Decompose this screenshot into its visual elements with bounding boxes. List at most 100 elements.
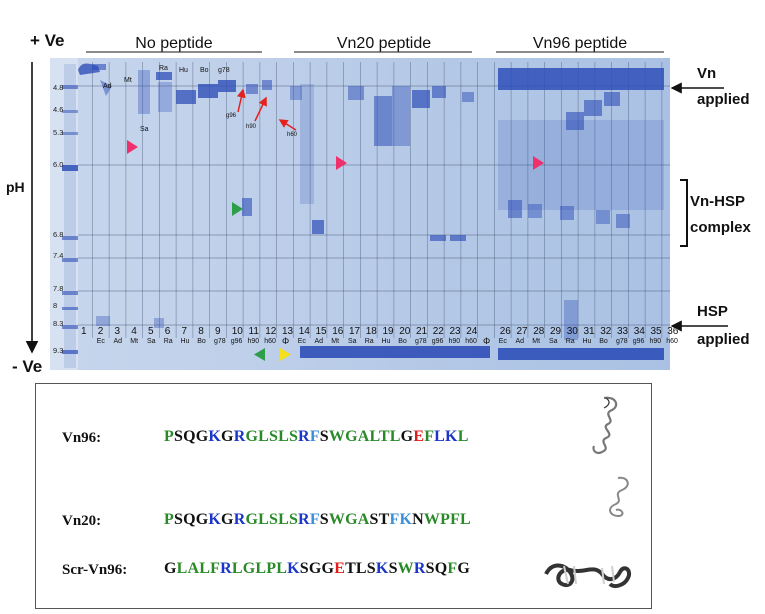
lane-number: 13: [282, 326, 294, 337]
residue-segment: G: [164, 560, 177, 577]
lane-sub-label: g78: [415, 338, 427, 345]
lane-number: 16: [332, 326, 344, 337]
lane-number: 21: [416, 326, 428, 337]
residue-segment: G: [400, 428, 414, 445]
lane-number: 32: [600, 326, 612, 337]
residue-segment: K: [208, 511, 222, 528]
top-lane-label-ad: Ad: [103, 83, 112, 90]
residue-segment: SQG: [173, 511, 209, 528]
lane-number: 8: [198, 326, 204, 337]
yellow-marker-bottom: [280, 348, 291, 361]
lane-number: 18: [366, 326, 378, 337]
sequence-panel: Vn96: PSQGKGRGLSLSRFSWGALTLGEFLKL Vn20: …: [35, 383, 652, 609]
ph-tick-label: 8: [53, 301, 57, 310]
lane-sub-label: h60: [465, 338, 477, 345]
residue-segment: G: [221, 511, 234, 528]
top-lane-label-g78: g78: [218, 67, 230, 74]
lane-sub-label: h90: [449, 338, 461, 345]
gel-grid: [78, 85, 670, 326]
residue-segment: F: [309, 511, 320, 528]
lane-number: 7: [182, 326, 188, 337]
seq-name-vn20: Vn20:: [62, 513, 102, 529]
residue-segment: G: [457, 560, 471, 577]
ph-tick-label: 9.3: [53, 346, 63, 355]
top-lane-label-ra: Ra: [159, 65, 168, 72]
lane-sub-label: Mt: [331, 338, 339, 345]
vn96-bands: [498, 68, 664, 360]
lane-number: 1: [81, 326, 87, 337]
ph-tick-label: 4.6: [53, 105, 63, 114]
residue-segment: S: [388, 560, 398, 577]
lane-number: 28: [533, 326, 545, 337]
residue-segment: LALF: [176, 560, 221, 577]
top-lane-label-sa: Sa: [140, 126, 149, 133]
residue-segment: N: [412, 511, 424, 528]
residue-segment: W: [328, 428, 346, 445]
lane-number: 15: [316, 326, 328, 337]
structure-vn20-image: [609, 476, 629, 518]
vn-applied-label-2: applied: [697, 91, 750, 108]
lane-number: 9: [215, 326, 221, 337]
lane-sub-label: g96: [432, 338, 444, 345]
residue-segment: GLSLS: [245, 511, 299, 528]
lane-sub-label: h90: [248, 338, 260, 345]
lane-sub-label: Bo: [599, 338, 608, 345]
lane-sub-label: Ad: [114, 338, 123, 345]
hsp-applied-label-2: applied: [697, 331, 750, 348]
top-lane-label-h90: h90: [246, 124, 257, 130]
lane-number: 5: [148, 326, 154, 337]
residue-segment: R: [413, 560, 426, 577]
residue-segment: GALTL: [345, 428, 401, 445]
lane-sub-label: Bo: [197, 338, 206, 345]
lane-number: 2: [98, 326, 104, 337]
residue-segment: E: [334, 560, 346, 577]
lane-number: 34: [634, 326, 646, 337]
lane-number: 10: [232, 326, 244, 337]
lane-number: 33: [617, 326, 629, 337]
no-peptide-bands: [78, 63, 302, 328]
ph-axis-label: pH: [6, 179, 25, 195]
pink-marker-lane28: [533, 156, 544, 170]
residue-segment: K: [375, 560, 389, 577]
lane-sub-label: Hu: [583, 338, 592, 345]
lane-sub-label: g96: [231, 338, 243, 345]
lane-sub-label: Sa: [147, 338, 156, 345]
lane-number: 3: [115, 326, 121, 337]
ph-tick-label: 6.8: [53, 230, 63, 239]
negative-electrode-label: - Ve: [12, 357, 42, 376]
lane-number: 4: [131, 326, 137, 337]
ph-tick-label: 6.0: [53, 160, 63, 169]
residue-segment: SQG: [173, 428, 209, 445]
gel-figure: No peptide Vn20 peptide Vn96 peptide + V…: [6, 31, 752, 376]
lane-sub-label: Ra: [566, 338, 575, 345]
top-lane-label-hu: Hu: [179, 67, 188, 74]
lane-number: 29: [550, 326, 562, 337]
lane-sub-label: Hu: [181, 338, 190, 345]
lane-number: 35: [651, 326, 663, 337]
residue-segment: SQ: [425, 560, 448, 577]
residue-segment: R: [233, 511, 246, 528]
seq-vn20: PSQGKGRGLSLSRFSWGASTFKNWPFL: [164, 511, 471, 529]
lane-number: 27: [517, 326, 529, 337]
seq-name-scr-vn96: Scr-Vn96:: [62, 562, 128, 578]
residue-segment: L: [457, 428, 469, 445]
seq-scr-vn96: GLALFRLGLPLKSGGETLSKSWRSQFG: [164, 560, 470, 578]
complex-label-2: complex: [690, 219, 752, 236]
lane-number: 6: [165, 326, 171, 337]
lane-sub-label: Ec: [298, 338, 307, 345]
lane-sub-label: h90: [650, 338, 662, 345]
lane-sub-label: g78: [214, 338, 226, 345]
residue-segment: F: [309, 428, 320, 445]
green-marker-lane10: [232, 202, 243, 216]
blank-lane-symbol: Φ: [483, 336, 490, 346]
lane-sub-label: Ec: [97, 338, 106, 345]
residue-segment: W: [328, 511, 346, 528]
lane-sub-label: Mt: [130, 338, 138, 345]
residue-segment: R: [298, 511, 310, 528]
marker-lane: [62, 64, 78, 368]
residue-segment: F: [447, 560, 458, 577]
residue-segment: S: [319, 511, 329, 528]
residue-segment: LK: [434, 428, 458, 445]
lane-number: 30: [567, 326, 579, 337]
residue-segment: ST: [369, 511, 390, 528]
